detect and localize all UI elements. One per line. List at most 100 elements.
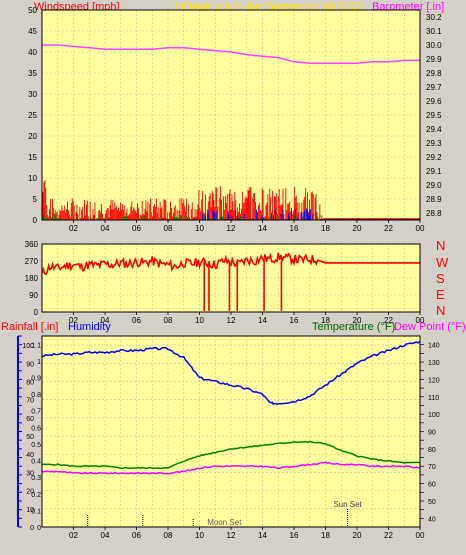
temperature-y-tick-label: 80 xyxy=(428,447,436,454)
humidity-y-tick-label: 0 xyxy=(30,525,34,532)
sunset-label: Sun Set xyxy=(333,500,362,509)
wind-x-tick-label: 08 xyxy=(164,224,173,233)
wind-y-tick-label: 15 xyxy=(28,153,37,162)
barometer-y-tick-label: 28.8 xyxy=(426,209,442,218)
humidity-y-tick-label: 30 xyxy=(26,470,34,477)
direction-x-tick-label: 14 xyxy=(258,316,267,325)
compass-w: W xyxy=(436,255,449,270)
rainfall-y-tick-label: 0.9 xyxy=(31,376,41,383)
barometer-y-tick-label: 29.4 xyxy=(426,125,442,134)
compass-n-bottom: N xyxy=(436,303,446,318)
temperature-y-tick-label: 130 xyxy=(428,360,440,367)
direction-x-tick-label: 22 xyxy=(384,316,393,325)
barometer-y-tick-label: 29.8 xyxy=(426,69,442,78)
temperature-y-tick-label: 100 xyxy=(428,412,440,419)
temperature-y-tick-label: 110 xyxy=(428,395,439,402)
rainfall-y-tick-label: 0.1 xyxy=(31,508,41,515)
climate-plot-area xyxy=(42,336,420,527)
barometer-y-tick-label: 29.2 xyxy=(426,153,442,162)
temperature-y-tick-label: 140 xyxy=(428,343,440,350)
barometer-y-tick-label: 30.0 xyxy=(426,41,442,50)
direction-x-tick-label: 16 xyxy=(290,316,299,325)
direction-line xyxy=(41,252,420,276)
humidity-line xyxy=(42,340,421,406)
temperature-label: Temperature (°F) xyxy=(312,321,396,333)
barometer-y-tick-label: 29.9 xyxy=(426,55,442,64)
climate-x-tick-label: 12 xyxy=(227,531,236,540)
humidity-y-tick-label: 90 xyxy=(26,361,34,368)
humidity-y-tick-label: 40 xyxy=(26,452,34,459)
compass-n-top: N xyxy=(436,238,446,253)
wind-x-tick-label: 16 xyxy=(290,224,299,233)
rainfall-label: Rainfall [.in] xyxy=(1,321,59,333)
wind-x-tick-label: 04 xyxy=(101,224,110,233)
barometer-y-tick-label: 29.7 xyxy=(426,83,442,92)
barometer-y-tick-label: 29.1 xyxy=(426,167,442,176)
direction-x-tick-label: 18 xyxy=(321,316,330,325)
direction-y-tick-label: 180 xyxy=(25,274,39,283)
rainfall-y-tick-label: 0.3 xyxy=(31,475,41,482)
humidity-y-tick-label: 20 xyxy=(26,489,34,496)
direction-y-tick-label: 270 xyxy=(25,257,39,266)
rainfall-y-tick-label: 0.6 xyxy=(31,425,41,432)
climate-frame xyxy=(41,335,421,528)
compass-s: S xyxy=(436,271,445,286)
direction-y-tick-label: 360 xyxy=(25,240,39,249)
humidity-y-tick-label: 60 xyxy=(26,416,34,423)
barometer-y-tick-label: 30.1 xyxy=(426,27,442,36)
barometer-y-tick-label: 29.5 xyxy=(426,111,442,120)
dewpoint-line xyxy=(41,461,421,475)
direction-x-tick-label: 00 xyxy=(416,316,425,325)
barometer-y-tick-label: 29.0 xyxy=(426,181,442,190)
direction-frame xyxy=(41,243,421,313)
temperature-y-tick-label: 40 xyxy=(428,516,436,523)
wind-y-tick-label: 0 xyxy=(33,216,38,225)
direction-x-tick-label: 04 xyxy=(101,316,110,325)
temperature-line xyxy=(41,440,421,470)
temperature-y-tick-label: 90 xyxy=(428,430,436,437)
humidity-y-tick-label: 50 xyxy=(26,434,34,441)
moonset-label: Moon Set xyxy=(207,518,242,527)
climate-x-tick-label: 00 xyxy=(416,531,425,540)
rainfall-y-tick-label: 0.7 xyxy=(31,409,41,416)
climate-x-tick-label: 16 xyxy=(290,531,299,540)
barometer-y-tick-label: 28.9 xyxy=(426,195,442,204)
humidity-y-tick-label: 70 xyxy=(26,398,34,405)
wind-x-tick-label: 02 xyxy=(69,224,78,233)
climate-x-tick-label: 14 xyxy=(258,531,267,540)
barometer-line xyxy=(42,44,420,64)
rainfall-y-tick-label: 0.4 xyxy=(31,459,41,466)
wind-x-tick-label: 06 xyxy=(132,224,141,233)
wind-x-tick-label: 20 xyxy=(353,224,362,233)
temperature-y-tick-label: 60 xyxy=(428,482,436,489)
direction-x-tick-label: 06 xyxy=(132,316,141,325)
rainfall-y-tick-label: 0.2 xyxy=(31,492,41,499)
climate-x-tick-label: 20 xyxy=(353,531,362,540)
wind-y-tick-label: 50 xyxy=(28,6,37,15)
temperature-y-tick-label: 120 xyxy=(428,377,440,384)
wind-y-tick-label: 35 xyxy=(28,69,37,78)
climate-x-tick-label: 22 xyxy=(384,531,393,540)
wind-x-tick-label: 00 xyxy=(416,224,425,233)
barometer-y-tick-label: 30.2 xyxy=(426,13,442,22)
wind-x-tick-label: 10 xyxy=(195,224,204,233)
climate-x-tick-label: 18 xyxy=(321,531,330,540)
climate-x-tick-label: 10 xyxy=(195,531,204,540)
wind-x-tick-label: 14 xyxy=(258,224,267,233)
wind-y-tick-label: 20 xyxy=(28,132,37,141)
climate-x-tick-label: 08 xyxy=(164,531,173,540)
wind-x-tick-label: 18 xyxy=(321,224,330,233)
direction-y-tick-label: 90 xyxy=(29,291,38,300)
rainfall-y-tick-label: 0.8 xyxy=(31,392,41,399)
humidity-label: Humidity xyxy=(68,321,111,333)
temperature-y-tick-label: 70 xyxy=(428,464,436,471)
climate-x-tick-label: 06 xyxy=(132,531,141,540)
climate-x-tick-label: 02 xyxy=(69,531,78,540)
wind-y-tick-label: 40 xyxy=(28,48,37,57)
wind-frame xyxy=(41,9,421,221)
barometer-y-tick-label: 29.3 xyxy=(426,139,442,148)
rainfall-y-tick-label: 1.1 xyxy=(31,342,41,349)
wind-y-tick-label: 5 xyxy=(33,195,38,204)
